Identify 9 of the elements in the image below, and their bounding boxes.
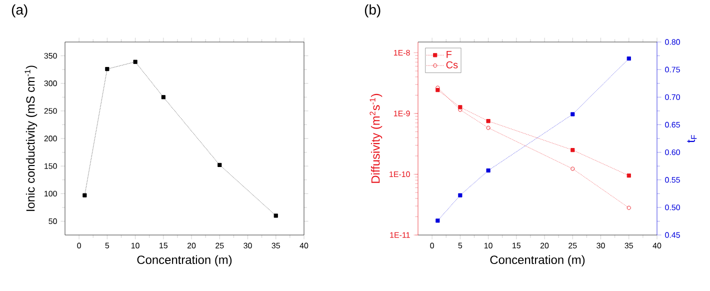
y2-axis-title: t$_{F}$	[687, 134, 697, 143]
y-axis-title: Diffusivity (m$^{2}$s$^{-1}$)	[370, 94, 382, 183]
legend-label: Cs	[446, 61, 458, 68]
chart-title: (a)	[12, 4, 28, 18]
y-axis-title: Ionic conductivity (mS cm$^{-1}$)	[24, 66, 38, 211]
chart-title: (b)	[364, 4, 380, 18]
legend-label: F	[446, 50, 452, 58]
x-axis-title: Concentration (m)	[490, 255, 585, 266]
x-axis-title: Concentration (m)	[137, 255, 232, 266]
